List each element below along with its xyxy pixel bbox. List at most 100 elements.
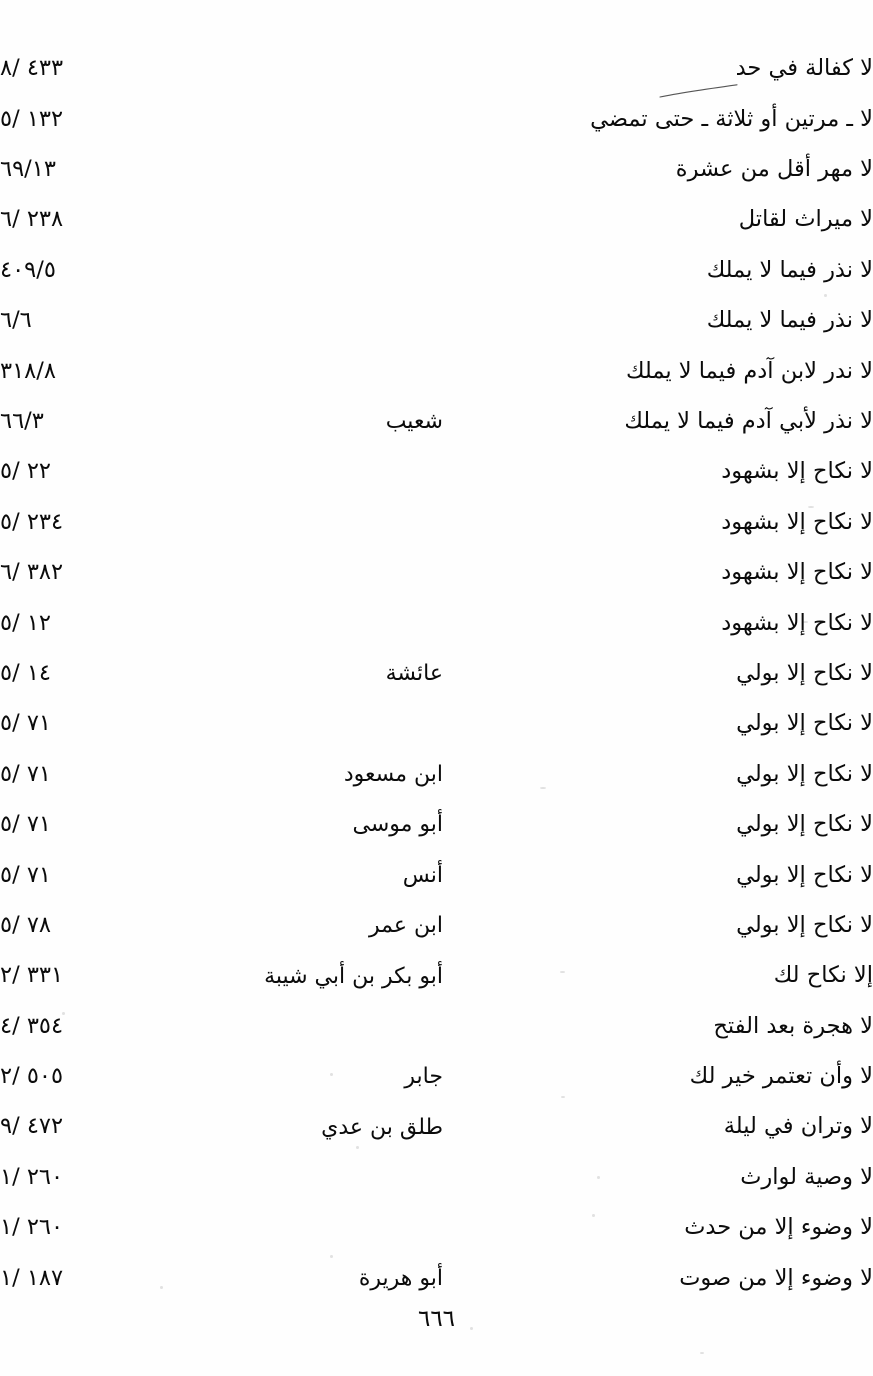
volume-page-reference: ٤٧٢ /٩ (0, 1113, 64, 1140)
volume-page-reference: ٢٦٠ /١ (0, 1163, 64, 1190)
table-row[interactable]: لا وتران في ليلة طلق بن عدي ٤٧٢ /٩ (0, 1102, 873, 1152)
narrator-cell (193, 598, 443, 648)
table-row[interactable]: لا نذر فيما لا يملك ٦/٦ (0, 296, 873, 346)
hadith-text: لا نكاح إلا بولي (736, 760, 873, 787)
reference-cell: ٣٣١ /٢ (0, 951, 193, 1001)
hadith-index-table: لا كفالة في حد ٤٣٣ /٨ لا ـ مرتين أو ثلاث… (0, 44, 873, 1304)
narrator-cell (193, 1203, 443, 1253)
table-row[interactable]: لا ميراث لقاتل ٢٣٨ /٦ (0, 195, 873, 245)
reference-cell: ١٢ /٥ (0, 598, 193, 648)
page-number: ٦٦٦ (417, 1306, 456, 1332)
table-row[interactable]: لا نكاح إلا بولي أنس ٧١ /٥ (0, 850, 873, 900)
volume-page-reference: ١٨٧ /١ (0, 1264, 64, 1291)
table-row[interactable]: لا نكاح إلا بولي أبو موسى ٧١ /٥ (0, 800, 873, 850)
table-row[interactable]: لا هجرة بعد الفتح ٣٥٤ /٤ (0, 1001, 873, 1051)
volume-page-reference: ٦٦/٣ (0, 407, 44, 434)
table-row[interactable]: لا مهر أقل من عشرة ٦٩/١٣ (0, 145, 873, 195)
narrator-cell (193, 447, 443, 497)
narrator-cell (193, 346, 443, 396)
hadith-text: لا نكاح إلا بشهود (721, 609, 873, 636)
narrator-name: ابن عمر (369, 913, 443, 939)
reference-cell: ٧١ /٥ (0, 699, 193, 749)
hadith-text: لا وصية لوارث (740, 1163, 873, 1190)
reference-cell: ٢٦٠ /١ (0, 1153, 193, 1203)
hadith-text-cell: لا نكاح إلا بولي (443, 699, 873, 749)
table-row[interactable]: إلا نكاح لك أبو بكر بن أبي شيبة ٣٣١ /٢ (0, 951, 873, 1001)
volume-page-reference: ٧٨ /٥ (0, 911, 51, 938)
table-row[interactable]: لا نكاح إلا بشهود ٢٣٤ /٥ (0, 498, 873, 548)
volume-page-reference: ٣٣١ /٢ (0, 962, 64, 989)
hadith-text-cell: لا كفالة في حد (443, 44, 873, 94)
paper-speck (700, 1352, 704, 1354)
narrator-cell: عائشة (193, 649, 443, 699)
hadith-text: لا ندر لابن آدم فيما لا يملك (625, 357, 873, 384)
volume-page-reference: ١٣٢ /٥ (0, 105, 64, 132)
table-row[interactable]: لا نكاح إلا بولي ٧١ /٥ (0, 699, 873, 749)
reference-cell: ٤٣٣ /٨ (0, 44, 193, 94)
hadith-text-cell: لا وأن تعتمر خير لك (443, 1052, 873, 1102)
table-row[interactable]: لا ـ مرتين أو ثلاثة ـ حتى تمضي ١٣٢ /٥ (0, 94, 873, 144)
hadith-text: لا نكاح إلا بشهود (721, 508, 873, 535)
hadith-text-cell: لا نكاح إلا بولي (443, 850, 873, 900)
narrator-name: أنس (402, 862, 443, 888)
volume-page-reference: ٣٥٤ /٤ (0, 1012, 64, 1039)
hadith-text-cell: لا وتران في ليلة (443, 1102, 873, 1152)
table-row[interactable]: لا وأن تعتمر خير لك جابر ٥٠٥ /٢ (0, 1052, 873, 1102)
volume-page-reference: ٢٣٤ /٥ (0, 508, 64, 535)
reference-cell: ٥٠٥ /٢ (0, 1052, 193, 1102)
table-row[interactable]: لا نذر لأبي آدم فيما لا يملك شعيب ٦٦/٣ (0, 397, 873, 447)
table-row[interactable]: لا وضوء إلا من حدث ٢٦٠ /١ (0, 1203, 873, 1253)
narrator-cell: أبو بكر بن أبي شيبة (193, 951, 443, 1001)
table-row[interactable]: لا كفالة في حد ٤٣٣ /٨ (0, 44, 873, 94)
table-row[interactable]: لا نكاح إلا بشهود ١٢ /٥ (0, 598, 873, 648)
narrator-cell: جابر (193, 1052, 443, 1102)
narrator-name: عائشة (385, 661, 443, 687)
narrator-cell (193, 548, 443, 598)
table-row[interactable]: لا نكاح إلا بولي ابن مسعود ٧١ /٥ (0, 749, 873, 799)
hadith-text: لا نكاح إلا بشهود (721, 559, 873, 586)
narrator-name: ابن مسعود (343, 762, 443, 788)
reference-cell: ٢٦٠ /١ (0, 1203, 193, 1253)
hadith-text: لا كفالة في حد (735, 55, 873, 82)
hadith-text-cell: لا وصية لوارث (443, 1153, 873, 1203)
hadith-text: لا وأن تعتمر خير لك (689, 1063, 873, 1090)
volume-page-reference: ٥٠٥ /٢ (0, 1063, 64, 1090)
reference-cell: ٣٨٢ /٦ (0, 548, 193, 598)
narrator-cell: أنس (193, 850, 443, 900)
table-row[interactable]: لا وضوء إلا من صوت أبو هريرة ١٨٧ /١ (0, 1253, 873, 1303)
hadith-text: لا نكاح إلا بولي (736, 659, 873, 686)
reference-cell: ٣٥٤ /٤ (0, 1001, 193, 1051)
table-row[interactable]: لا نكاح إلا بولي عائشة ١٤ /٥ (0, 649, 873, 699)
narrator-cell (193, 145, 443, 195)
reference-cell: ٤٠٩/٥ (0, 246, 193, 296)
hadith-text-cell: لا نكاح إلا بشهود (443, 548, 873, 598)
table-row[interactable]: لا نكاح إلا بشهود ٢٢ /٥ (0, 447, 873, 497)
volume-page-reference: ٧١ /٥ (0, 760, 51, 787)
hadith-text-cell: لا نكاح إلا بولي (443, 800, 873, 850)
hadith-text: لا نذر لأبي آدم فيما لا يملك (624, 407, 873, 434)
reference-cell: ١٣٢ /٥ (0, 94, 193, 144)
reference-cell: ٧١ /٥ (0, 800, 193, 850)
narrator-name: شعيب (385, 409, 443, 435)
narrator-cell: أبو موسى (193, 800, 443, 850)
volume-page-reference: ٧١ /٥ (0, 861, 51, 888)
hadith-text-cell: لا ـ مرتين أو ثلاثة ـ حتى تمضي (443, 94, 873, 144)
hadith-text: لا ميراث لقاتل (738, 206, 873, 233)
table-row[interactable]: لا نكاح إلا بولي ابن عمر ٧٨ /٥ (0, 901, 873, 951)
hadith-text: لا وضوء إلا من صوت (679, 1264, 873, 1291)
volume-page-reference: ٦٩/١٣ (0, 156, 56, 183)
hadith-text-cell: لا نكاح إلا بولي (443, 649, 873, 699)
hadith-text-cell: لا نذر فيما لا يملك (443, 246, 873, 296)
narrator-cell (193, 296, 443, 346)
volume-page-reference: ٧١ /٥ (0, 811, 51, 838)
hadith-text-cell: لا نكاح إلا بشهود (443, 447, 873, 497)
hadith-text: لا نذر فيما لا يملك (706, 307, 873, 334)
table-row[interactable]: لا ندر لابن آدم فيما لا يملك ٣١٨/٨ (0, 346, 873, 396)
table-row[interactable]: لا وصية لوارث ٢٦٠ /١ (0, 1153, 873, 1203)
reference-cell: ٧١ /٥ (0, 850, 193, 900)
reference-cell: ٦٩/١٣ (0, 145, 193, 195)
table-row[interactable]: لا نكاح إلا بشهود ٣٨٢ /٦ (0, 548, 873, 598)
volume-page-reference: ٧١ /٥ (0, 710, 51, 737)
table-row[interactable]: لا نذر فيما لا يملك ٤٠٩/٥ (0, 246, 873, 296)
